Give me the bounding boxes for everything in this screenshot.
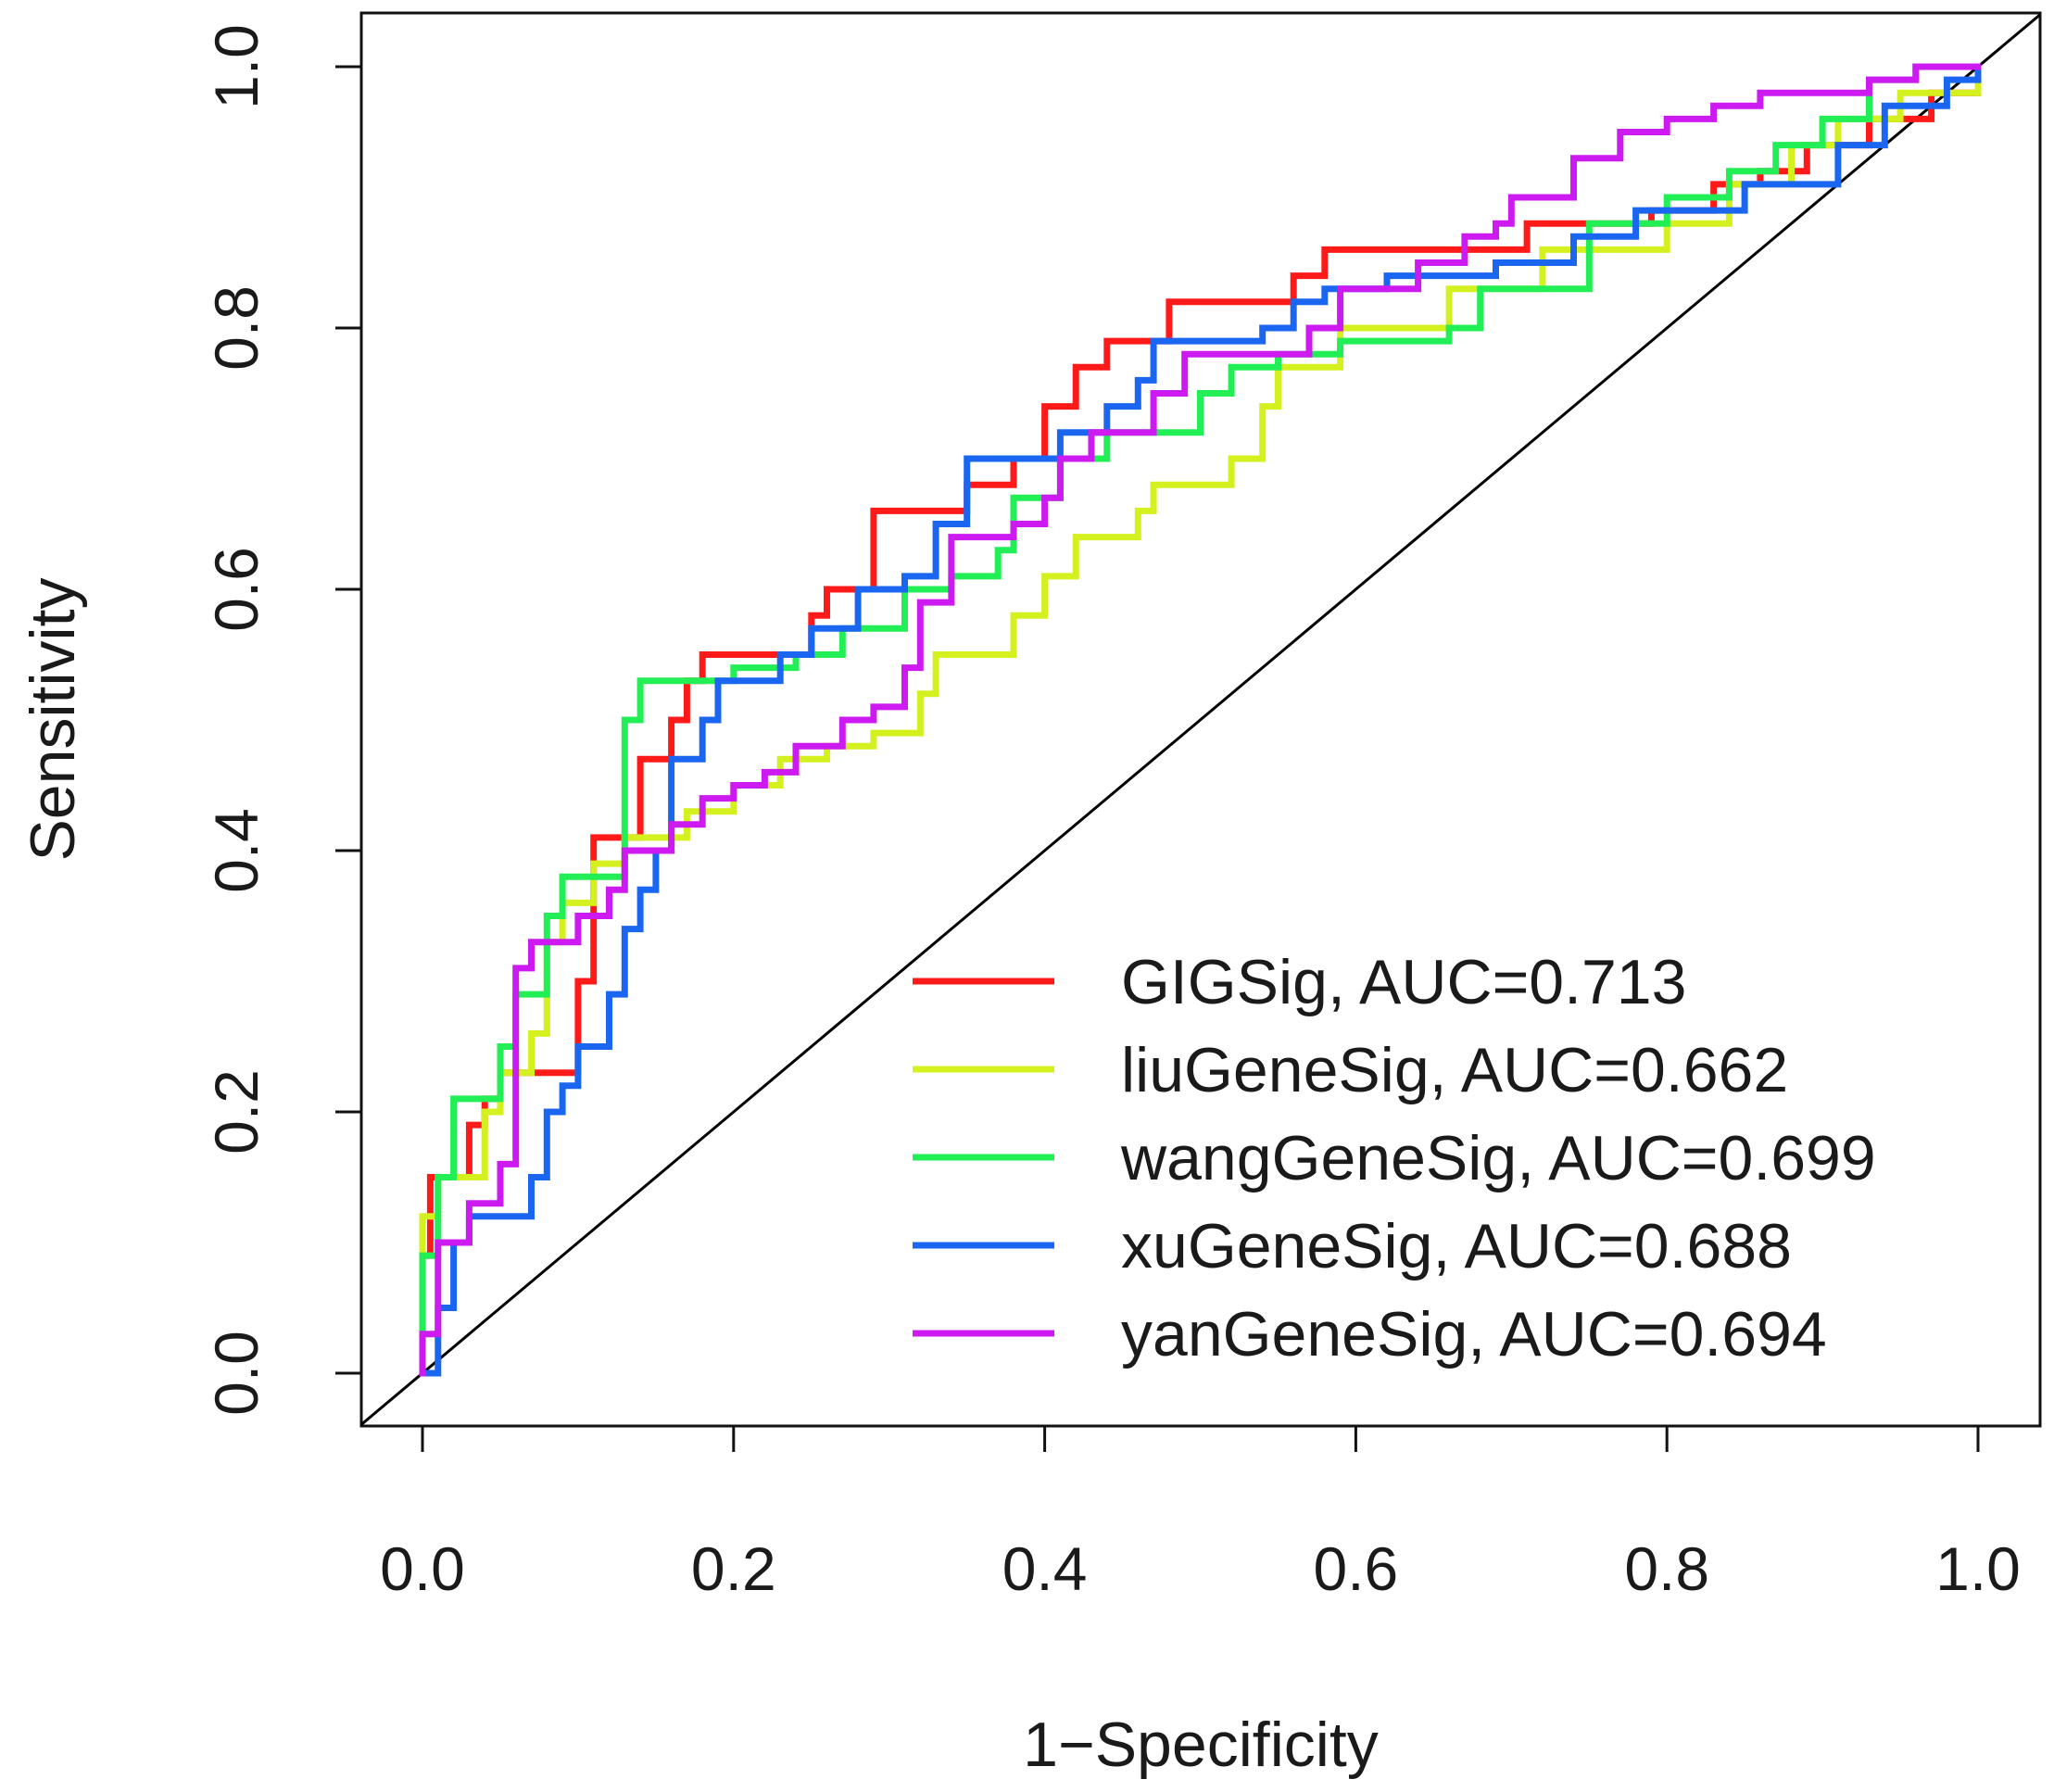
series-line-wangGeneSig [419, 63, 1982, 1377]
legend-label-xuGeneSig: xuGeneSig, AUC=0.688 [1121, 1211, 1792, 1281]
legend-label-wangGeneSig: wangGeneSig, AUC=0.699 [1120, 1123, 1876, 1193]
x-tick-label: 0.8 [1624, 1534, 1709, 1603]
y-tick-label: 0.0 [202, 1331, 271, 1416]
x-axis: 0.0 0.2 0.4 0.6 0.8 1.0 [380, 1424, 2021, 1603]
x-tick-label: 0.6 [1314, 1534, 1399, 1603]
series-layer [419, 63, 1982, 1377]
y-tick-label: 0.2 [202, 1069, 271, 1155]
series-line-xuGeneSig [419, 63, 1982, 1377]
legend-label-liuGeneSig: liuGeneSig, AUC=0.662 [1121, 1035, 1788, 1105]
legend: GIGSig, AUC=0.713 liuGeneSig, AUC=0.662 wa… [913, 947, 1876, 1369]
legend-label-yanGeneSig: yanGeneSig, AUC=0.694 [1121, 1299, 1827, 1369]
legend-label-GIGSig: GIGSig, AUC=0.713 [1121, 947, 1686, 1017]
x-tick-label: 0.2 [691, 1534, 776, 1603]
y-tick-label: 0.8 [202, 285, 271, 371]
y-tick-label: 0.6 [202, 547, 271, 632]
x-tick-label: 0.0 [380, 1534, 465, 1603]
y-tick-label: 0.4 [202, 808, 271, 893]
reference-diagonal-line [361, 13, 2040, 1426]
series-line-yanGeneSig [419, 63, 1982, 1377]
y-axis-title: Sensitivity [18, 577, 88, 861]
x-tick-label: 1.0 [1935, 1534, 2021, 1603]
x-tick-label: 0.4 [1002, 1534, 1088, 1603]
y-axis: 0.0 0.2 0.4 0.6 0.8 1.0 [202, 24, 363, 1416]
y-tick-label: 1.0 [202, 24, 271, 109]
x-axis-title: 1−Specificity [1023, 1710, 1379, 1780]
plot-area [359, 11, 2042, 1428]
